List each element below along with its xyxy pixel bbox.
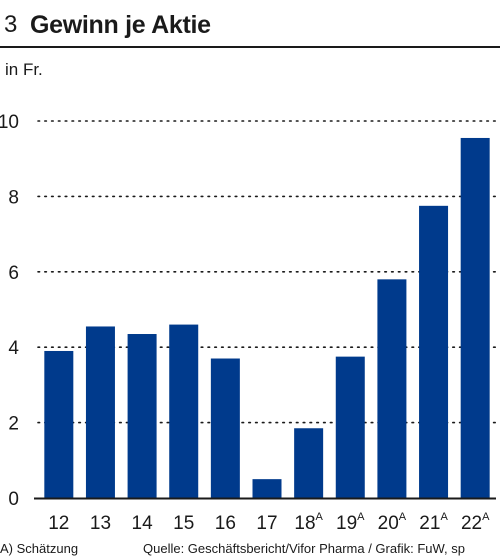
y-tick-labels: 0 2 4 6 8 10 [0,112,19,510]
x-tick-label: 20A [378,511,407,534]
bar-18 [294,428,324,498]
x-tick-labels: 12 13 14 15 16 17 18A 19A 20A 21A 22A [48,511,490,534]
x-tick-label: 18A [294,511,323,534]
footnote: A) Schätzung [0,541,79,556]
x-tick-label: 13 [90,513,111,534]
source-note: Quelle: Geschäftsbericht/Vifor Pharma / … [143,541,465,556]
y-tick-label: 2 [8,414,19,435]
bar-16 [210,358,240,498]
x-tick-label: 14 [132,513,154,534]
bar-13 [85,326,115,498]
header-rule [0,46,500,48]
bar-15 [169,324,199,498]
x-tick-label: 19A [336,511,365,534]
bar-20 [377,279,407,498]
y-tick-label: 8 [8,187,19,208]
estimate-marker: A [440,511,448,523]
estimate-marker: A [316,511,324,523]
y-tick-label: 10 [0,112,19,133]
chart-number: 3 [4,11,18,38]
bar-12 [44,350,74,498]
y-tick-label: 0 [8,489,19,510]
bar-14 [127,334,157,498]
estimate-marker: A [482,511,490,523]
bar-chart: 0 2 4 6 8 10 12 13 14 15 16 17 18A 19A 20A 21A 22A [0,112,497,534]
x-tick-label: 15 [173,513,194,534]
x-tick-label: 17 [256,513,277,534]
bar-17 [252,479,282,498]
chart-title: Gewinn je Aktie [30,11,211,39]
bar-22 [460,137,490,498]
estimate-marker: A [399,511,407,523]
x-tick-label: 12 [48,513,69,534]
bar-21 [419,205,449,498]
bars [44,137,490,499]
chart-header: 3 Gewinn je Aktie [0,0,500,48]
x-tick-label: 21A [419,511,448,534]
unit-label: in Fr. [5,60,43,79]
estimate-marker: A [357,511,365,523]
x-tick-label: 16 [215,513,236,534]
y-tick-label: 6 [8,263,19,284]
x-tick-label: 22A [461,511,490,534]
bar-19 [335,356,365,499]
y-tick-label: 4 [8,338,19,359]
